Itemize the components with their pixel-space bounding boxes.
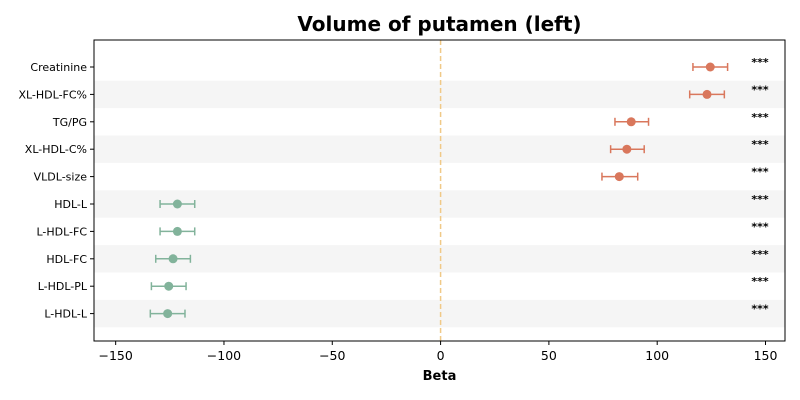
estimate-point	[622, 144, 632, 154]
y-axis: Creatinine XL-HDL-FC% TG/PG XL-HDL-C% VLDL-s…	[18, 61, 94, 321]
x-tick-label: −100	[207, 348, 241, 363]
y-tick-label: L-HDL-L	[44, 308, 88, 321]
estimate-point	[163, 309, 173, 319]
estimate-point	[168, 254, 178, 264]
significance-group: *** *** *** *** *** *** *** *** *** ***	[751, 56, 769, 316]
x-tick-label: 150	[754, 348, 778, 363]
x-tick-label: 0	[437, 348, 445, 363]
row-bands	[94, 80, 785, 328]
significance-label: ***	[751, 220, 769, 233]
significance-label: ***	[751, 248, 769, 261]
row-band	[94, 80, 785, 109]
estimate-point	[172, 199, 182, 209]
plot-frame	[93, 39, 786, 342]
x-tick-label: −150	[98, 348, 132, 363]
row-band	[94, 190, 785, 218]
y-tick-label: XL-HDL-FC%	[18, 88, 87, 101]
estimate-point	[702, 89, 712, 99]
estimate-point	[705, 62, 715, 72]
significance-label: ***	[751, 275, 769, 288]
x-axis: −150 −100 −50 0 50 100 150	[98, 341, 777, 363]
x-tick-label: −50	[319, 348, 345, 363]
row-band	[94, 245, 785, 273]
estimate-point	[626, 117, 636, 127]
y-tick-label: XL-HDL-C%	[25, 143, 87, 156]
x-tick-label: 50	[541, 348, 557, 363]
x-tick-label: 100	[645, 348, 669, 363]
significance-label: ***	[751, 138, 769, 151]
significance-label: ***	[751, 111, 769, 124]
x-axis-label: Beta	[423, 369, 457, 384]
y-tick-label: TG/PG	[52, 116, 87, 129]
significance-label: ***	[751, 303, 769, 316]
row-band	[94, 299, 785, 328]
significance-label: ***	[751, 56, 769, 69]
significance-label: ***	[751, 193, 769, 206]
y-tick-label: HDL-L	[54, 198, 88, 211]
y-tick-label: VLDL-size	[34, 171, 88, 184]
y-tick-label: HDL-FC	[46, 253, 87, 266]
significance-label: ***	[751, 166, 769, 179]
estimates-group	[149, 62, 729, 319]
y-tick-label: L-HDL-PL	[38, 280, 88, 293]
row-band	[94, 135, 785, 163]
estimate-point	[614, 172, 624, 182]
chart-title: Volume of putamen (left)	[297, 12, 581, 36]
significance-label: ***	[751, 83, 769, 96]
y-tick-label: L-HDL-FC	[36, 225, 87, 238]
y-tick-label: Creatinine	[30, 61, 87, 74]
estimate-point	[172, 226, 182, 236]
estimate-point	[164, 281, 174, 291]
